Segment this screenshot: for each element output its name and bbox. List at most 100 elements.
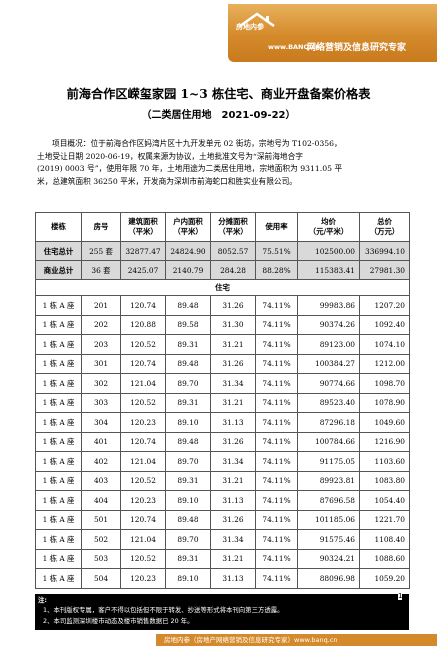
column-header: 总价 （万元）	[359, 212, 410, 242]
inner-area-cell: 89.10	[165, 490, 211, 511]
page-title: 前海合作区嵘玺家园 1~3 栋住宅、商业开盘备案价格表	[66, 87, 371, 101]
table-row: 1 栋 A 座 403 120.52 89.31 31.21 74.11% 89923.81…	[35, 470, 410, 491]
room-cell: 302	[81, 373, 121, 394]
shared-area-cell: 31.26	[210, 431, 256, 452]
inner-area-cell: 89.58	[165, 314, 211, 335]
usage-rate-cell: 74.11%	[255, 509, 298, 530]
usage-rate-cell: 74.11%	[255, 548, 298, 569]
building-cell: 1 栋 A 座	[35, 314, 82, 335]
area-cell: 120.74	[120, 431, 166, 452]
total-price-cell: 1054.40	[359, 490, 410, 511]
usage-rate-cell: 74.11%	[255, 392, 298, 413]
banner-slogan: 网络营销及信息研究专家	[307, 43, 407, 53]
unit-price-cell: 89123.00	[297, 334, 360, 355]
room-cell: 404	[81, 490, 121, 511]
column-header: 户内面积 （平米）	[165, 212, 211, 242]
table-row: 1 栋 A 座 504 120.23 89.10 31.13 74.11% 88096.98…	[35, 568, 410, 589]
room-cell: 403	[81, 470, 121, 491]
building-cell: 1 栋 A 座	[35, 509, 82, 530]
room-cell: 203	[81, 334, 121, 355]
inner-area-cell: 89.70	[165, 529, 211, 550]
total-price-cell: 1059.20	[359, 568, 410, 589]
inner-area-cell: 89.31	[165, 548, 211, 569]
column-header: 楼栋	[35, 212, 82, 242]
room-cell: 202	[81, 314, 121, 335]
total-price-cell: 1088.60	[359, 548, 410, 569]
area-cell: 120.52	[120, 548, 166, 569]
table-header-row: 楼栋 房号 建筑面积 （平米） 户内面积 （平米） 分摊面积 （平米） 使用率 均价 （元/…	[35, 212, 410, 242]
area-cell: 121.04	[120, 529, 166, 550]
usage-rate-cell: 74.11%	[255, 490, 298, 511]
usage-rate-cell: 74.11%	[255, 373, 298, 394]
banner-url: www.BANQ.cn	[268, 43, 320, 51]
room-cell: 401	[81, 431, 121, 452]
area-cell: 120.52	[120, 334, 166, 355]
shared-area-cell: 31.26	[210, 509, 256, 530]
unit-price-cell: 87296.18	[297, 412, 360, 433]
note-label: 注:	[38, 596, 47, 604]
usage-rate-cell: 74.11%	[255, 295, 298, 316]
shared-area-cell: 31.21	[210, 470, 256, 491]
total-price-cell: 1092.40	[359, 314, 410, 335]
total-price-cell: 1103.60	[359, 451, 410, 472]
inner-area-cell: 89.70	[165, 451, 211, 472]
usage-rate-cell: 74.11%	[255, 353, 298, 374]
unit-price-cell: 90774.66	[297, 373, 360, 394]
total-price-cell: 1221.70	[359, 509, 410, 530]
usage-rate-cell: 74.11%	[255, 412, 298, 433]
inner-area-cell: 89.48	[165, 353, 211, 374]
area-cell: 121.04	[120, 451, 166, 472]
table-row: 1 栋 A 座 203 120.52 89.31 31.21 74.11% 89123.00…	[35, 334, 410, 355]
building-cell: 1 栋 A 座	[35, 568, 82, 589]
table-row: 1 栋 A 座 201 120.74 89.48 31.26 74.11% 99983.86…	[35, 295, 410, 316]
page-number: 1	[398, 592, 403, 600]
room-cell: 503	[81, 548, 121, 569]
bottom-brand-bar: 房地内参（房地产网络营销及信息研究专家）www.banq.cn	[156, 634, 437, 646]
area-cell: 120.74	[120, 353, 166, 374]
summary-units: 36 套	[81, 260, 121, 280]
building-cell: 1 栋 A 座	[35, 490, 82, 511]
building-cell: 1 栋 A 座	[35, 451, 82, 472]
room-cell: 303	[81, 392, 121, 413]
inner-area-cell: 89.48	[165, 509, 211, 530]
overview-line: 土地受让日期 2020-06-19，权属来源为协议，土地批准文号为“深前海地合字	[37, 151, 303, 161]
summary-label: 商业总计	[35, 260, 82, 280]
total-price-cell: 1108.40	[359, 529, 410, 550]
total-price-cell: 1098.70	[359, 373, 410, 394]
building-cell: 1 栋 A 座	[35, 548, 82, 569]
summary-rate: 88.28%	[255, 260, 298, 280]
summary-inner: 24824.90	[165, 241, 211, 261]
total-price-cell: 1212.00	[359, 353, 410, 374]
building-cell: 1 栋 A 座	[35, 470, 82, 491]
area-cell: 120.23	[120, 568, 166, 589]
unit-price-cell: 89523.40	[297, 392, 360, 413]
summary-label: 住宅总计	[35, 241, 82, 261]
building-cell: 1 栋 A 座	[35, 353, 82, 374]
usage-rate-cell: 74.11%	[255, 470, 298, 491]
price-table: 楼栋 房号 建筑面积 （平米） 户内面积 （平米） 分摊面积 （平米） 使用率 均价 （元/…	[35, 212, 410, 589]
room-cell: 201	[81, 295, 121, 316]
area-cell: 120.52	[120, 470, 166, 491]
summary-shared: 8052.57	[210, 241, 256, 261]
area-cell: 120.23	[120, 490, 166, 511]
summary-shared: 284.28	[210, 260, 256, 280]
inner-area-cell: 89.31	[165, 470, 211, 491]
area-cell: 120.74	[120, 295, 166, 316]
header-banner: 房地内参 www.BANQ.cn 网络营销及信息研究专家	[228, 4, 437, 62]
inner-area-cell: 89.10	[165, 568, 211, 589]
building-cell: 1 栋 A 座	[35, 373, 82, 394]
overview-line: (2019) 0003 号”，使用年限 70 年，土地用途为二类居住用地，宗地面…	[37, 164, 343, 173]
unit-price-cell: 88096.98	[297, 568, 360, 589]
shared-area-cell: 31.13	[210, 490, 256, 511]
building-cell: 1 栋 A 座	[35, 334, 82, 355]
inner-area-cell: 89.70	[165, 373, 211, 394]
shared-area-cell: 31.21	[210, 392, 256, 413]
room-cell: 501	[81, 509, 121, 530]
building-cell: 1 栋 A 座	[35, 295, 82, 316]
table-row: 1 栋 A 座 404 120.23 89.10 31.13 74.11% 87696.58…	[35, 490, 410, 511]
usage-rate-cell: 74.11%	[255, 314, 298, 335]
shared-area-cell: 31.13	[210, 568, 256, 589]
section-row: 住宅	[35, 279, 410, 296]
column-header: 房号	[81, 212, 121, 242]
section-label: 住宅	[35, 279, 410, 296]
